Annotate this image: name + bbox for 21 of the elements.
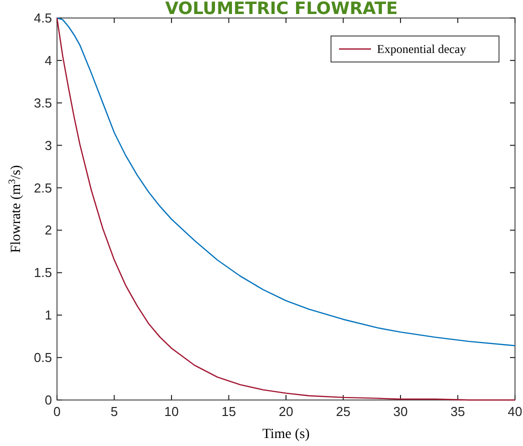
x-tick-label: 35: [450, 404, 465, 419]
x-tick-label: 30: [393, 404, 408, 419]
x-tick-label: 40: [508, 404, 522, 419]
y-tick-label: 3: [44, 138, 52, 153]
chart-title: VOLUMETRIC FLOWRATE: [165, 0, 398, 19]
x-tick-label: 20: [278, 404, 294, 419]
legend-label: Exponential decay: [377, 42, 466, 56]
y-tick-label: 4.5: [34, 10, 52, 26]
x-tick-label: 15: [222, 404, 236, 419]
y-tick-label: 2: [44, 222, 52, 238]
y-tick-label: 1: [44, 308, 52, 323]
y-tick-label: 3.5: [34, 95, 52, 110]
y-tick-label: 4: [44, 52, 52, 68]
x-tick-label: 5: [110, 404, 118, 419]
x-axis-title: Time (s): [262, 427, 310, 442]
y-tick-label: 1.5: [34, 265, 52, 280]
x-tick-label: 10: [164, 404, 179, 419]
y-tick-label: 0.5: [34, 350, 52, 366]
y-tick-label: 0: [44, 392, 52, 408]
x-tick-label: 25: [336, 404, 350, 419]
y-tick-label: 2.5: [34, 180, 52, 196]
